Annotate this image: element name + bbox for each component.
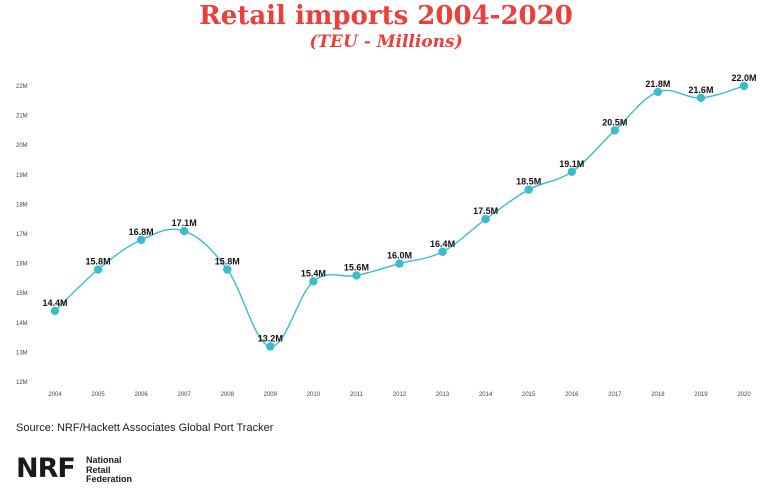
data-point [50,306,60,316]
data-point [395,259,404,268]
y-tick-label: 19M [16,173,28,179]
data-label: 20.5M [602,117,627,127]
y-tick-label: 18M [16,202,28,208]
x-tick-label: 2012 [393,392,407,398]
data-point [567,167,576,177]
x-tick-label: 2019 [694,392,708,398]
x-tick-label: 2016 [565,392,579,398]
data-label: 18.5M [516,177,541,187]
y-axis: 12M 13M 14M 15M 16M 17M 18M 19M 20M 21M 22M [16,84,28,386]
data-point [739,81,749,91]
data-point [653,87,663,97]
data-point [696,93,706,103]
y-tick-label: 14M [16,321,28,327]
data-point [136,235,146,245]
y-tick-label: 16M [16,262,28,268]
series-line [54,85,745,348]
source-note: Source: NRF/Hackett Associates Global Po… [16,422,274,434]
data-point [610,126,620,135]
x-tick-label: 2007 [178,392,192,398]
y-tick-label: 13M [16,350,28,356]
chart-title: Retail imports 2004-2020 [199,1,573,31]
x-axis: 2004 2005 2006 2007 2008 2009 2010 2011 2012 2013… [48,392,751,398]
x-tick-label: 2004 [48,392,62,398]
logo-line-1: National [86,455,122,465]
data-points [50,81,749,351]
x-tick-label: 2009 [264,392,278,398]
data-label: 15.6M [344,262,369,272]
x-tick-label: 2008 [221,392,235,398]
data-point [309,277,318,286]
logo-line-2: Retail [86,464,111,475]
x-tick-label: 2013 [436,392,450,398]
data-point [223,265,232,274]
data-label: 19.1M [559,159,584,169]
data-label: 16.0M [387,251,412,261]
data-point [438,247,447,256]
logo-mark: NRF [16,453,76,484]
data-point [481,215,490,224]
data-label: 15.8M [86,257,111,267]
data-label: 17.5M [473,206,498,216]
data-point [524,185,533,194]
data-point [93,265,103,274]
data-point [352,271,361,280]
data-label: 17.1M [172,218,197,228]
data-label: 21.8M [645,79,670,89]
data-label: 21.6M [688,85,713,95]
x-tick-label: 2005 [91,392,105,398]
data-label: 15.8M [215,257,240,267]
data-label: 22.0M [731,73,756,83]
y-tick-label: 21M [16,114,28,120]
x-tick-label: 2020 [737,392,751,398]
x-tick-label: 2011 [350,392,364,398]
x-tick-label: 2014 [479,392,493,398]
x-tick-label: 2006 [134,392,148,398]
data-label: 13.2M [258,333,283,343]
x-tick-label: 2017 [608,392,622,398]
y-tick-label: 17M [16,232,28,238]
data-label: 15.4M [301,268,326,278]
chart-subtitle: (TEU - Millions) [309,32,463,52]
data-label: 16.4M [430,239,455,249]
x-tick-label: 2015 [522,392,536,398]
logo-line-3: Federation [86,474,133,484]
data-point [266,342,275,351]
data-point [179,226,189,236]
y-tick-label: 22M [16,84,28,90]
data-labels: 14.4M 15.8M 16.8M 17.1M 15.8M 13.2M 15.4M 15.6M… [42,73,756,343]
y-tick-label: 20M [16,143,28,149]
y-tick-label: 12M [16,380,28,386]
x-tick-label: 2018 [651,392,665,398]
data-label: 16.8M [129,227,154,237]
y-tick-label: 15M [16,291,28,297]
data-label: 14.4M [42,298,67,308]
logo-text: National Retail Federation [86,455,133,485]
x-tick-label: 2010 [307,392,321,398]
